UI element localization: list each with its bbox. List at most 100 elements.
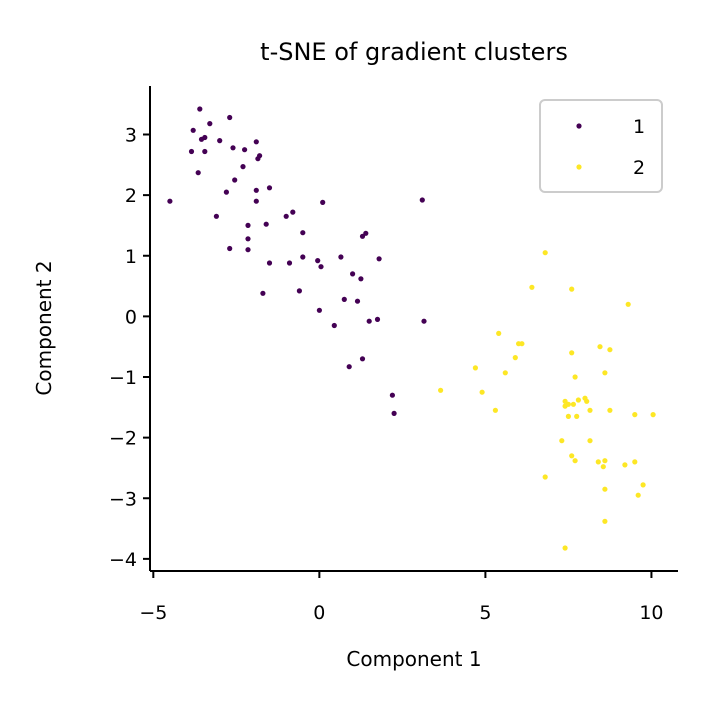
point-series-2-19 bbox=[584, 398, 590, 404]
y-tick-label: 3 bbox=[125, 125, 137, 147]
point-series-2-27 bbox=[587, 407, 593, 413]
point-series-2-38 bbox=[622, 462, 628, 468]
point-series-1-51 bbox=[419, 197, 425, 203]
point-series-1-18 bbox=[223, 189, 229, 195]
point-series-2-4 bbox=[496, 330, 502, 336]
point-series-2-30 bbox=[650, 412, 656, 418]
point-series-2-42 bbox=[542, 474, 548, 480]
point-series-1-11 bbox=[227, 114, 233, 121]
point-series-1-6 bbox=[188, 148, 195, 155]
point-series-1-9 bbox=[217, 138, 223, 144]
point-series-1-0 bbox=[167, 198, 173, 204]
point-series-1-53 bbox=[359, 356, 366, 362]
legend-marker-series-2 bbox=[576, 164, 582, 170]
point-series-2-43 bbox=[602, 486, 608, 492]
x-axis-ticks: −5 0 5 10 bbox=[139, 571, 664, 624]
point-series-2-16 bbox=[572, 374, 578, 380]
point-series-1-52 bbox=[421, 318, 427, 324]
point-series-1-28 bbox=[283, 213, 289, 219]
point-series-1-40 bbox=[376, 256, 382, 262]
y-tick-label: 2 bbox=[125, 185, 137, 207]
point-series-1-50 bbox=[374, 316, 381, 322]
point-series-2-41 bbox=[635, 492, 641, 498]
point-series-1-25 bbox=[245, 236, 251, 242]
point-series-1-38 bbox=[359, 233, 366, 239]
point-series-2-31 bbox=[559, 438, 565, 444]
legend-label-series-2: 2 bbox=[633, 157, 645, 179]
point-series-1-23 bbox=[245, 222, 251, 228]
point-series-2-13 bbox=[438, 387, 444, 393]
point-series-1-46 bbox=[354, 298, 361, 304]
chart-title: t-SNE of gradient clusters bbox=[260, 38, 568, 66]
point-series-1-44 bbox=[296, 288, 302, 294]
point-series-1-48 bbox=[331, 322, 337, 329]
point-series-1-56 bbox=[391, 410, 397, 416]
point-series-1-31 bbox=[320, 199, 326, 205]
point-series-1-13 bbox=[253, 139, 259, 145]
point-series-2-9 bbox=[502, 370, 508, 376]
point-series-2-15 bbox=[492, 407, 498, 413]
point-series-1-22 bbox=[213, 213, 219, 219]
x-tick-label: 5 bbox=[479, 602, 491, 624]
point-series-2-25 bbox=[565, 413, 572, 419]
point-series-1-35 bbox=[318, 264, 324, 270]
y-tick-label: 0 bbox=[125, 306, 137, 328]
y-tick-label: −2 bbox=[109, 428, 137, 450]
point-series-2-35 bbox=[595, 459, 601, 465]
point-series-1-54 bbox=[346, 364, 352, 370]
point-series-1-42 bbox=[358, 276, 364, 282]
point-series-1-12 bbox=[242, 147, 248, 153]
point-series-2-37 bbox=[602, 458, 608, 464]
point-series-2-8 bbox=[472, 365, 478, 371]
point-series-1-32 bbox=[286, 260, 293, 266]
point-series-2-7 bbox=[512, 355, 518, 361]
y-tick-label: −3 bbox=[109, 488, 137, 510]
point-series-2-44 bbox=[602, 518, 608, 524]
point-series-2-28 bbox=[607, 407, 613, 413]
points-layer bbox=[167, 106, 656, 551]
point-series-1-29 bbox=[290, 209, 296, 215]
point-series-1-55 bbox=[389, 392, 395, 398]
point-series-2-11 bbox=[597, 344, 603, 350]
point-series-1-49 bbox=[366, 318, 372, 324]
point-series-2-17 bbox=[602, 370, 608, 376]
point-series-2-2 bbox=[569, 286, 575, 292]
point-series-1-30 bbox=[300, 230, 306, 236]
y-axis-label: Component 2 bbox=[32, 260, 56, 395]
point-series-1-19 bbox=[253, 187, 259, 193]
point-series-2-39 bbox=[632, 459, 638, 465]
point-series-1-1 bbox=[190, 127, 196, 133]
point-series-2-12 bbox=[607, 347, 613, 353]
point-series-1-17 bbox=[232, 177, 238, 183]
x-tick-label: −5 bbox=[139, 602, 167, 624]
point-series-2-40 bbox=[640, 482, 646, 488]
y-tick-label: −1 bbox=[109, 367, 137, 389]
point-series-1-20 bbox=[266, 185, 273, 191]
x-axis-label: Component 1 bbox=[346, 647, 481, 671]
point-series-2-1 bbox=[529, 284, 535, 290]
point-series-1-47 bbox=[316, 307, 322, 313]
legend-label-series-1: 1 bbox=[633, 116, 645, 138]
point-series-1-24 bbox=[263, 221, 269, 227]
point-series-1-2 bbox=[197, 106, 203, 112]
point-series-2-33 bbox=[569, 453, 575, 459]
point-series-2-10 bbox=[569, 350, 575, 356]
y-axis-ticks: −4 −3 −2 −1 0 1 2 3 bbox=[109, 125, 150, 571]
point-series-2-45 bbox=[562, 545, 568, 551]
point-series-1-27 bbox=[245, 247, 251, 253]
point-series-1-45 bbox=[341, 296, 347, 302]
point-series-2-20 bbox=[575, 397, 582, 403]
point-series-1-34 bbox=[315, 258, 321, 264]
point-series-1-37 bbox=[338, 254, 344, 260]
point-series-2-32 bbox=[587, 438, 593, 444]
point-series-2-34 bbox=[572, 458, 578, 464]
point-series-2-3 bbox=[625, 301, 631, 307]
point-series-2-14 bbox=[479, 389, 485, 395]
point-series-2-29 bbox=[632, 412, 638, 418]
point-series-1-21 bbox=[253, 198, 259, 204]
point-series-1-43 bbox=[260, 290, 266, 296]
point-series-1-7 bbox=[202, 148, 208, 155]
point-series-1-15 bbox=[257, 153, 263, 159]
